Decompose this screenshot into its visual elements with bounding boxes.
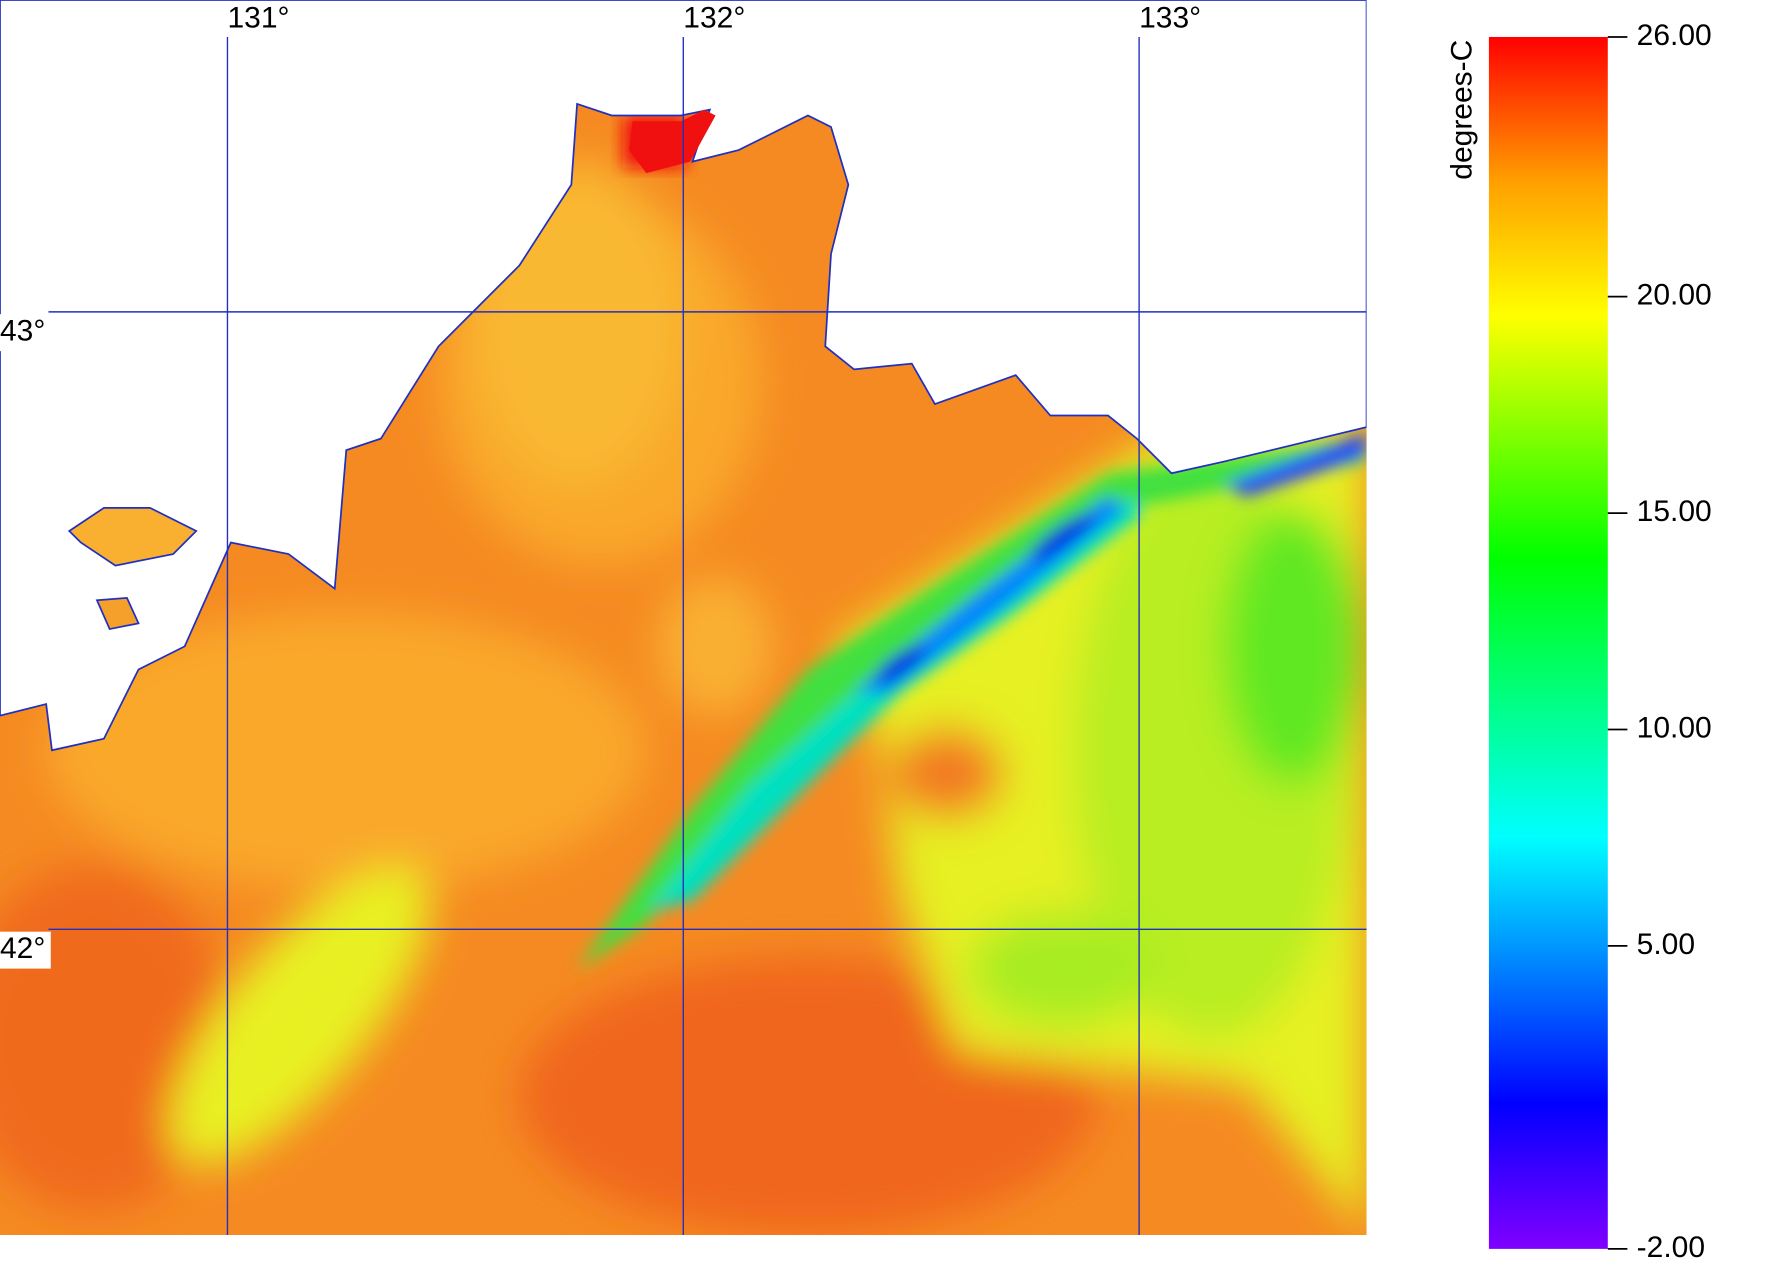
lon-label: 131° <box>227 2 289 35</box>
colorbar-tick-label: 5.00 <box>1637 928 1695 961</box>
colorbar-ramp <box>1488 36 1608 1249</box>
lat-label-bg <box>0 314 51 352</box>
graticule <box>48 36 1367 1236</box>
lat-label: 43° <box>0 315 45 348</box>
colorbar-tick-label: -2.00 <box>1637 1231 1705 1264</box>
graticule-labels: 131° 132° 133° 43° 42° <box>0 2 1201 969</box>
colorbar-label: degrees-C <box>1445 40 1478 180</box>
lon-label: 132° <box>683 2 745 35</box>
colorbar-tick-label: 20.00 <box>1637 279 1712 312</box>
lat-label: 42° <box>0 932 45 965</box>
colorbar-tick-label: 26.00 <box>1637 19 1712 52</box>
colorbar: degrees-C 26.00 20.00 15.00 10.00 5.00 -2.00 <box>1445 19 1711 1264</box>
colorbar-tick-label: 10.00 <box>1637 711 1712 744</box>
colorbar-tick-label: 15.00 <box>1637 495 1712 528</box>
lon-label: 133° <box>1139 2 1201 35</box>
lat-label-bg <box>0 931 51 969</box>
